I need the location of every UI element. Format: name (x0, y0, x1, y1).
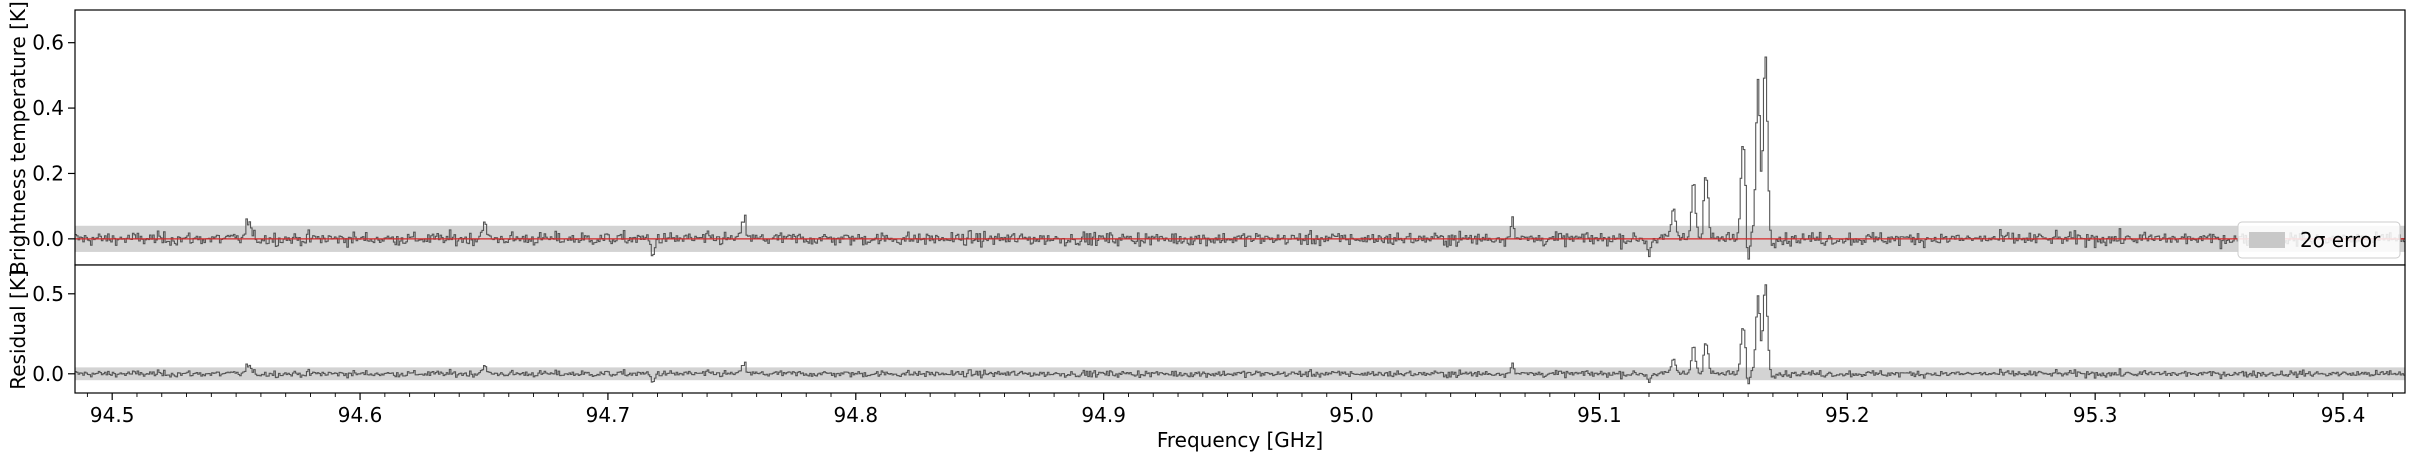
top-y-axis-label: Brightness temperature [K] (6, 1, 30, 275)
x-tick-label: 94.8 (834, 403, 879, 427)
y-tick-label: 0.6 (32, 31, 64, 55)
x-tick-label: 94.6 (338, 403, 383, 427)
legend-swatch-error-band (2249, 232, 2285, 248)
top-plot-area (75, 10, 2405, 265)
legend: 2σ error (2237, 221, 2401, 259)
bottom-residual-series (75, 284, 2405, 385)
y-tick-label: 0.2 (32, 161, 64, 185)
top-y-ticks: 0.0 0.2 0.4 0.6 (32, 31, 75, 251)
x-tick-label: 95.0 (1329, 403, 1374, 427)
y-tick-label: 0.5 (32, 282, 64, 306)
x-tick-label: 94.5 (90, 403, 135, 427)
bottom-y-axis-label: Residual [K] (6, 270, 30, 390)
y-tick-label: 0.4 (32, 96, 64, 120)
bottom-y-ticks: 0.0 0.5 (32, 282, 75, 386)
x-tick-label: 95.3 (2073, 403, 2118, 427)
bottom-panel: 0.00.5 94.5 94.6 94.7 94.8 94.9 95.0 95.1 95.2 9… (6, 264, 2406, 452)
x-tick-label: 95.4 (2321, 403, 2366, 427)
residual-step-line (75, 284, 2405, 385)
bottom-plot-frame (74, 264, 2406, 394)
x-tick-label: 94.9 (1081, 403, 1126, 427)
x-tick-label: 94.7 (586, 403, 631, 427)
x-tick-label: 95.1 (1577, 403, 1622, 427)
top-panel: 0.00.20.40.6 Brightness temperature [K] … (6, 1, 2406, 275)
legend-box (2237, 221, 2401, 259)
x-axis-label: Frequency [GHz] (1157, 428, 1323, 452)
x-tick-label: 95.2 (1825, 403, 1870, 427)
x-ticks: 94.5 94.6 94.7 94.8 94.9 95.0 95.1 95.2 95.3 95.4 (86, 393, 2394, 427)
legend-label-error: 2σ error (2300, 228, 2381, 252)
y-tick-label: 0.0 (32, 227, 64, 251)
y-tick-label: 0.0 (32, 362, 64, 386)
